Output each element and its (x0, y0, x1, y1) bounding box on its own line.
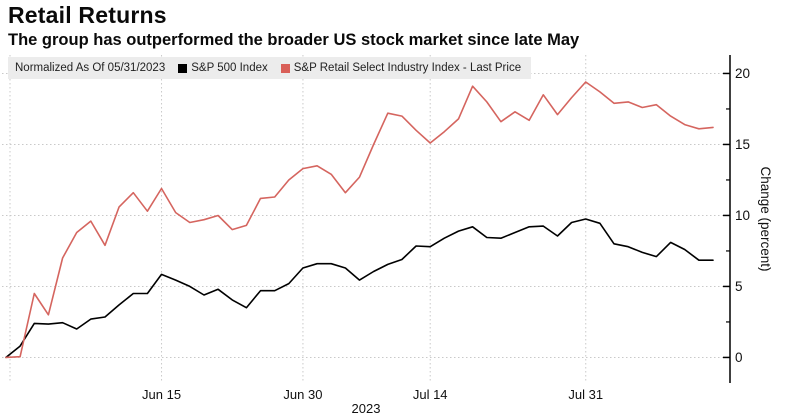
chart-subtitle: The group has outperformed the broader U… (8, 31, 580, 49)
retail-swatch-icon (280, 63, 290, 73)
x-axis-year-label: 2023 (352, 401, 381, 416)
y-tick-label: 0 (735, 350, 743, 365)
chart-legend: Normalized As Of 05/31/2023 S&P 500 Inde… (8, 57, 532, 79)
legend-item-label: S&P Retail Select Industry Index - Last … (293, 62, 522, 74)
page-title: Retail Returns (8, 2, 167, 28)
y-tick-label: 5 (735, 279, 743, 294)
y-tick-label: 20 (735, 66, 750, 81)
legend-item-retail: S&P Retail Select Industry Index - Last … (280, 62, 522, 74)
sp500-swatch-icon (178, 63, 188, 73)
retail-index-line-series (5, 81, 714, 359)
x-tick-label: Jun 30 (283, 387, 322, 402)
legend-item-sp500: S&P 500 Index (178, 62, 268, 74)
y-tick-label: 15 (735, 137, 750, 152)
x-tick-label: Jul 31 (568, 387, 603, 402)
legend-item-label: S&P 500 Index (191, 62, 268, 74)
x-tick-label: Jun 15 (142, 387, 181, 402)
x-tick-label: Jul 14 (413, 387, 448, 402)
sp500-line-series (5, 218, 714, 359)
y-tick-label: 10 (735, 208, 750, 223)
legend-note: Normalized As Of 05/31/2023 (15, 62, 166, 74)
y-axis-title: Change (percent) (758, 166, 773, 271)
